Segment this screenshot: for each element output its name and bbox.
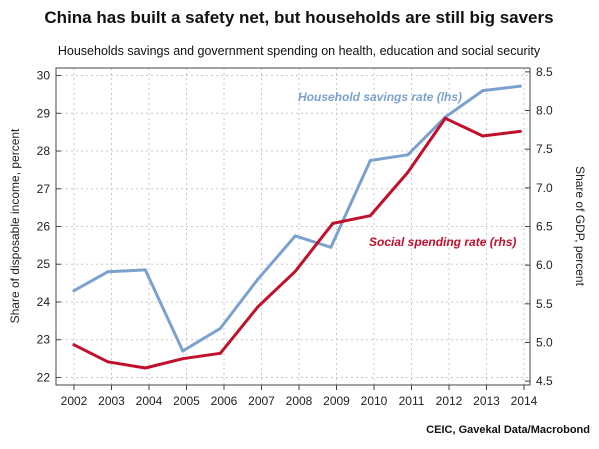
y-right-tick-label: 6.5 bbox=[536, 220, 553, 234]
y-right-tick-label: 7.0 bbox=[536, 181, 553, 195]
y-left-tick-label: 22 bbox=[37, 370, 51, 384]
series-group bbox=[72, 84, 522, 370]
y-right-tick-label: 6.0 bbox=[536, 258, 553, 272]
y-right-tick-label: 5.5 bbox=[536, 297, 553, 311]
x-tick-label: 2003 bbox=[98, 394, 125, 408]
x-tick-label: 2011 bbox=[399, 394, 425, 408]
y-right-tick-label: 7.5 bbox=[536, 142, 553, 156]
x-tick-label: 2009 bbox=[323, 394, 350, 408]
y-left-tick-label: 26 bbox=[37, 220, 51, 234]
y-left-tick-label: 30 bbox=[37, 69, 51, 83]
data-point-household-savings bbox=[218, 326, 222, 330]
data-point-social-spending bbox=[481, 134, 485, 138]
y-right-tick-label: 5.0 bbox=[536, 335, 553, 349]
data-point-social-spending bbox=[181, 357, 185, 361]
annotation-social-spending: Social spending rate (rhs) bbox=[369, 235, 516, 249]
data-point-social-spending bbox=[331, 221, 335, 225]
x-tick-label: 2006 bbox=[211, 394, 238, 408]
series-line-household-savings bbox=[72, 84, 522, 353]
y-right-tick-label: 4.5 bbox=[536, 374, 553, 388]
data-point-household-savings bbox=[368, 159, 372, 162]
data-point-social-spending bbox=[106, 360, 110, 364]
y-left-tick-label: 27 bbox=[37, 182, 51, 196]
annotation-household-savings: Household savings rate (lhs) bbox=[298, 90, 462, 104]
y-left-tick-label: 28 bbox=[37, 144, 51, 158]
data-point-household-savings bbox=[181, 349, 185, 353]
data-point-social-spending bbox=[368, 214, 372, 218]
x-tick-label: 2004 bbox=[136, 394, 163, 408]
x-tick-label: 2005 bbox=[173, 394, 200, 408]
data-point-social-spending bbox=[256, 305, 260, 309]
x-tick-label: 2010 bbox=[361, 394, 388, 408]
y-left-tick-label: 24 bbox=[37, 295, 51, 309]
y-left-tick-label: 25 bbox=[37, 257, 51, 271]
data-point-household-savings bbox=[518, 84, 522, 88]
data-point-social-spending bbox=[143, 366, 147, 370]
data-point-household-savings bbox=[256, 277, 260, 281]
data-point-household-savings bbox=[406, 153, 410, 157]
data-point-household-savings bbox=[329, 245, 333, 249]
x-tick-label: 2007 bbox=[248, 394, 275, 408]
data-point-household-savings bbox=[293, 234, 297, 238]
y-axis-left: 22 23 24 25 26 27 28 29 30 bbox=[37, 69, 61, 384]
chart-title: China has built a safety net, but househ… bbox=[44, 8, 553, 27]
y-axis-right-title: Share of GDP, percent bbox=[573, 166, 587, 287]
x-axis: 2002 2003 2004 2005 2006 2007 2008 2009 2010 2011… bbox=[61, 385, 538, 408]
y-axis-right: 4.5 5.0 5.5 6.0 6.5 7.0 7.5 8.0 8.5 bbox=[525, 65, 553, 388]
data-point-household-savings bbox=[106, 270, 110, 274]
x-tick-label: 2012 bbox=[436, 394, 463, 408]
y-right-tick-label: 8.5 bbox=[536, 65, 553, 79]
y-left-tick-label: 23 bbox=[37, 333, 51, 347]
data-point-household-savings bbox=[481, 89, 485, 93]
data-point-social-spending bbox=[443, 116, 447, 120]
chart-subtitle: Households savings and government spendi… bbox=[58, 44, 541, 58]
x-tick-label: 2002 bbox=[61, 394, 88, 408]
y-right-tick-label: 8.0 bbox=[536, 104, 553, 118]
data-point-social-spending bbox=[518, 129, 522, 133]
data-point-household-savings bbox=[143, 268, 147, 272]
x-tick-label: 2008 bbox=[286, 394, 313, 408]
data-point-social-spending bbox=[72, 343, 76, 347]
x-tick-label: 2013 bbox=[473, 394, 500, 408]
source-note: CEIC, Gavekal Data/Macrobond bbox=[426, 424, 590, 436]
data-point-social-spending bbox=[406, 170, 410, 174]
x-tick-label: 2014 bbox=[511, 394, 538, 408]
data-point-household-savings bbox=[72, 289, 76, 293]
y-axis-left-title: Share of disposable income, percent bbox=[8, 128, 22, 323]
data-point-social-spending bbox=[293, 269, 297, 273]
y-left-tick-label: 29 bbox=[37, 106, 51, 120]
grid-lines bbox=[56, 68, 530, 385]
data-point-social-spending bbox=[218, 351, 222, 355]
